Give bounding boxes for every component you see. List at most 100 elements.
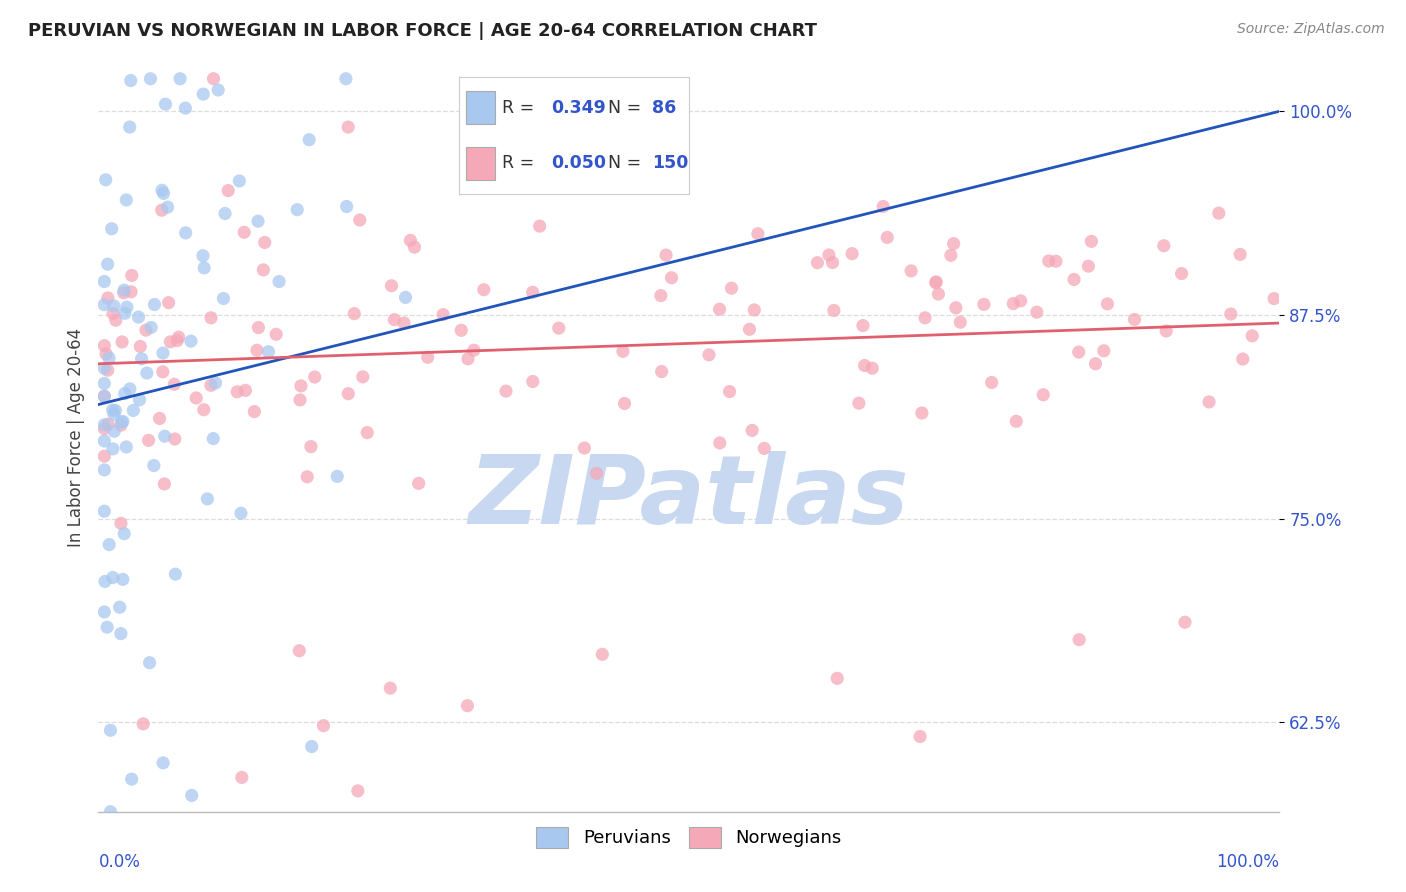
Point <box>1123 312 1146 326</box>
Point <box>129 339 152 353</box>
Point <box>118 120 141 134</box>
Point <box>697 348 720 362</box>
Point <box>848 396 870 410</box>
Point <box>352 369 374 384</box>
Point <box>97 257 120 271</box>
Legend: Peruvians, Norwegians: Peruvians, Norwegians <box>529 820 849 855</box>
Point <box>191 249 214 263</box>
Point <box>120 285 142 299</box>
Point <box>93 605 115 619</box>
Point <box>1069 632 1091 647</box>
Point <box>1025 305 1047 319</box>
Point <box>267 275 290 289</box>
Point <box>1198 395 1220 409</box>
Point <box>174 101 197 115</box>
Point <box>741 424 763 438</box>
Point <box>100 805 122 819</box>
Point <box>347 784 370 798</box>
Point <box>337 386 360 401</box>
Point <box>153 429 176 443</box>
Point <box>1067 345 1090 359</box>
Point <box>547 321 569 335</box>
Point <box>1232 352 1254 367</box>
Point <box>399 233 422 247</box>
Point <box>738 322 761 336</box>
Point <box>252 263 274 277</box>
Point <box>93 463 115 477</box>
Point <box>335 71 357 86</box>
Point <box>155 97 177 112</box>
Point <box>408 476 430 491</box>
Point <box>111 334 134 349</box>
Point <box>247 320 270 334</box>
Point <box>118 382 141 396</box>
Point <box>103 424 125 438</box>
Point <box>343 307 366 321</box>
Point <box>1002 296 1025 310</box>
Point <box>841 246 863 260</box>
Point <box>121 268 143 283</box>
Text: Source: ZipAtlas.com: Source: ZipAtlas.com <box>1237 22 1385 37</box>
Point <box>1097 297 1119 311</box>
Point <box>142 458 165 473</box>
Point <box>108 600 131 615</box>
Point <box>709 436 731 450</box>
Point <box>246 343 269 358</box>
Point <box>112 285 135 300</box>
Point <box>112 526 135 541</box>
Point <box>101 570 124 584</box>
Point <box>93 389 115 403</box>
Point <box>288 643 311 657</box>
Point <box>336 200 359 214</box>
Point <box>747 227 769 241</box>
Point <box>742 302 765 317</box>
Point <box>166 334 188 348</box>
Point <box>432 308 454 322</box>
Point <box>980 376 1002 390</box>
Point <box>1080 235 1102 249</box>
Point <box>380 681 402 695</box>
Point <box>152 756 174 770</box>
Point <box>823 303 845 318</box>
Point <box>661 270 683 285</box>
Point <box>720 281 742 295</box>
Point <box>585 467 607 481</box>
Point <box>165 567 187 582</box>
Point <box>382 312 405 326</box>
Point <box>1229 247 1251 261</box>
Point <box>214 206 236 220</box>
Point <box>139 71 162 86</box>
Point <box>463 343 485 358</box>
Point <box>908 730 931 744</box>
Point <box>163 377 186 392</box>
Point <box>135 323 157 337</box>
Point <box>228 174 250 188</box>
Point <box>876 230 898 244</box>
Point <box>591 648 613 662</box>
Point <box>103 299 125 313</box>
Point <box>115 300 138 314</box>
Point <box>1219 307 1241 321</box>
Point <box>153 477 176 491</box>
Point <box>152 186 174 201</box>
Point <box>872 199 894 213</box>
Point <box>522 375 544 389</box>
Point <box>94 173 117 187</box>
Point <box>806 256 828 270</box>
Point <box>911 406 934 420</box>
Point <box>1063 272 1085 286</box>
Text: PERUVIAN VS NORWEGIAN IN LABOR FORCE | AGE 20-64 CORRELATION CHART: PERUVIAN VS NORWEGIAN IN LABOR FORCE | A… <box>28 22 817 40</box>
Point <box>112 283 135 297</box>
Point <box>754 442 776 456</box>
Point <box>93 449 115 463</box>
Point <box>1077 259 1099 273</box>
Point <box>93 298 115 312</box>
Point <box>115 193 138 207</box>
Point <box>860 361 883 376</box>
Point <box>1208 206 1230 220</box>
Point <box>207 83 229 97</box>
Point <box>392 316 415 330</box>
Point <box>174 226 197 240</box>
Point <box>900 264 922 278</box>
Point <box>138 434 160 448</box>
